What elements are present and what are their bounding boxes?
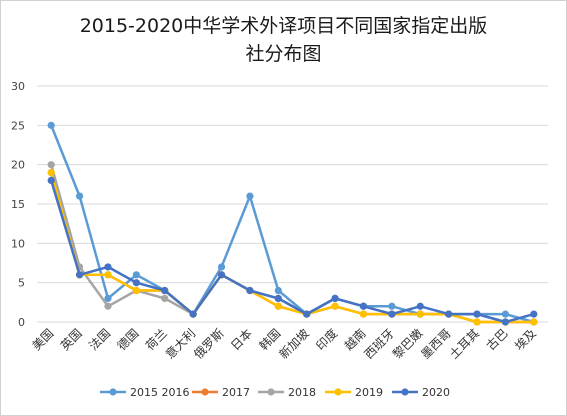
series-line-3: [49, 172, 534, 324]
x-tick-label-14: 墨西哥: [418, 326, 453, 361]
data-point-s4-2: [104, 263, 112, 271]
data-point-s0-7: [246, 192, 254, 200]
data-point-s3-2: [104, 271, 112, 279]
legend-marker-3: [334, 388, 342, 396]
data-point-s0-1: [75, 192, 84, 200]
x-tick-label-6: 俄罗斯: [191, 326, 226, 361]
data-point-s0-2: [104, 294, 112, 302]
data-point-s4-11: [359, 302, 368, 310]
y-tick-label-25: 25: [11, 119, 25, 132]
data-point-s4-12: [388, 310, 396, 318]
x-tick-label-1: 英国: [58, 326, 85, 353]
chart-title-line2: 社分布图: [245, 43, 322, 65]
data-point-s4-5: [189, 310, 197, 318]
y-tick-label-15: 15: [11, 198, 25, 211]
legend-marker-4: [401, 388, 409, 396]
data-point-s4-6: [217, 271, 226, 279]
series-line-4: [50, 180, 535, 324]
series-line-1: [49, 172, 534, 324]
x-tick-label-17: 埃及: [512, 326, 539, 353]
data-point-s0-6: [217, 263, 226, 271]
y-tick-label-10: 10: [11, 237, 25, 250]
y-tick-label-5: 5: [18, 277, 25, 290]
data-point-s4-15: [473, 310, 481, 318]
data-point-s4-17: [530, 310, 538, 318]
chart-title-line1: 2015-2020中华学术外译项目不同国家指定出版: [79, 15, 488, 37]
data-point-s4-10: [331, 294, 339, 302]
y-tick-label-20: 20: [11, 159, 25, 172]
data-point-s0-8: [274, 286, 282, 295]
data-point-s4-7: [246, 286, 254, 295]
x-tick-label-7: 日本: [228, 326, 255, 353]
x-tick-label-0: 美国: [29, 326, 56, 353]
legend-label-3: 2019: [355, 386, 383, 399]
data-point-s4-14: [445, 310, 453, 318]
legend-marker-2: [267, 388, 275, 396]
data-point-s3-3: [132, 286, 140, 295]
data-point-s0-16: [501, 310, 510, 318]
legend-label-4: 2020: [422, 386, 450, 399]
data-point-s4-1: [75, 271, 84, 279]
data-point-s2-0: [47, 161, 55, 169]
data-point-s3-11: [359, 310, 368, 318]
data-point-s4-4: [161, 286, 169, 295]
legend-marker-1: [201, 388, 209, 396]
x-tick-label-10: 印度: [313, 326, 341, 354]
x-tick-label-5: 意大利: [162, 326, 198, 362]
data-point-s3-15: [473, 318, 481, 326]
series-line-0: [50, 124, 535, 324]
legend-label-0: 2015 2016: [130, 386, 190, 399]
data-point-s4-3: [132, 279, 140, 287]
data-point-s4-13: [416, 302, 424, 310]
data-point-s4-16: [501, 318, 510, 326]
data-point-s4-9: [303, 310, 311, 318]
x-tick-label-13: 黎巴嫩: [390, 326, 425, 361]
data-point-s0-3: [132, 271, 140, 279]
y-tick-label-0: 0: [18, 316, 25, 329]
y-tick-label-30: 30: [11, 80, 25, 93]
data-point-s0-0: [47, 121, 55, 129]
legend-marker-0: [109, 388, 117, 396]
data-point-s3-13: [416, 310, 424, 318]
data-point-s3-17: [530, 318, 538, 326]
legend-label-2: 2018: [288, 386, 316, 399]
data-point-s0-12: [388, 302, 396, 310]
x-tick-label-9: 新加坡: [276, 326, 312, 362]
x-tick-label-12: 西班牙: [362, 326, 397, 361]
legend-label-1: 2017: [222, 386, 250, 399]
x-tick-label-16: 古巴: [483, 326, 511, 354]
x-tick-label-3: 德国: [114, 326, 142, 354]
data-point-s3-10: [331, 302, 339, 310]
data-point-s4-8: [274, 294, 282, 302]
data-point-s3-8: [274, 302, 282, 310]
data-point-s2-4: [161, 294, 169, 302]
data-point-s2-2: [104, 302, 112, 310]
x-tick-label-15: 土耳其: [447, 326, 482, 361]
x-tick-label-2: 法国: [86, 326, 113, 353]
data-point-s3-0: [47, 168, 55, 177]
data-point-s4-0: [47, 176, 55, 184]
